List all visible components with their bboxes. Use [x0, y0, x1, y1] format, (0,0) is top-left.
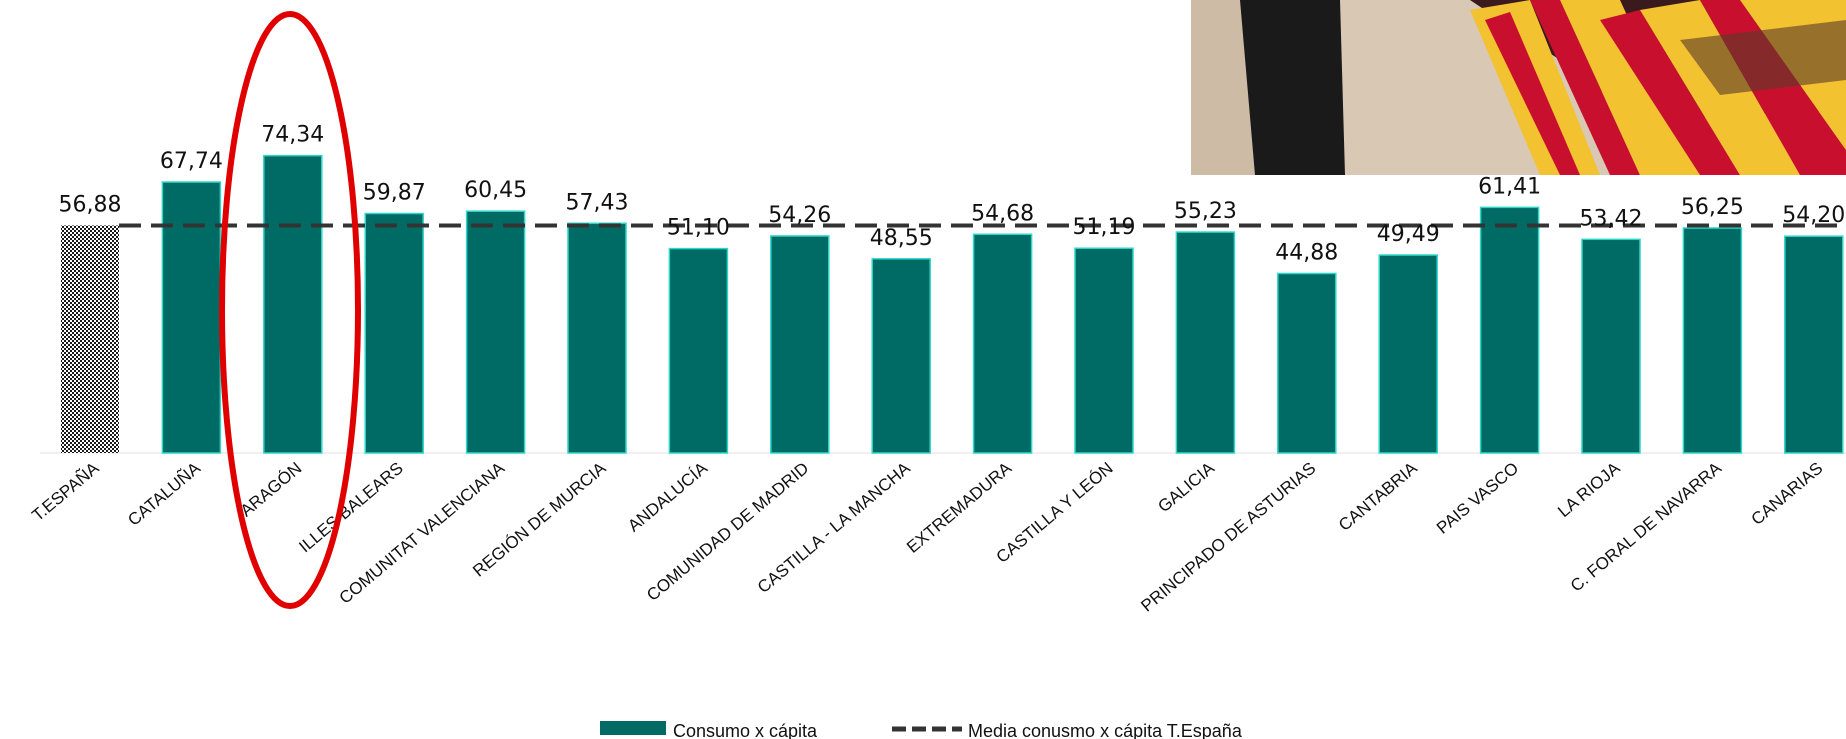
value-label-13: 49,49	[1377, 222, 1440, 247]
category-label-13: CANTABRIA	[1335, 458, 1421, 535]
value-labels-group: 56,88 67,74 74,34 59,87 60,45 57,43 51,10 54,26…	[59, 123, 1846, 266]
bar-4	[465, 210, 526, 454]
category-label-17: CANARIAS	[1748, 459, 1827, 529]
bars-group	[61, 154, 1844, 454]
bar-15	[1581, 238, 1641, 454]
bar-3	[364, 212, 424, 454]
legend-bar-label: Consumo x cápita	[673, 721, 818, 739]
value-label-15: 53,42	[1580, 206, 1643, 231]
value-label-2: 74,34	[261, 123, 324, 148]
bar-12	[1277, 272, 1337, 454]
category-label-1: CATALUÑA	[124, 458, 204, 530]
value-label-10: 51,19	[1073, 215, 1136, 240]
bar-16	[1682, 227, 1743, 454]
bar-0	[61, 225, 119, 453]
bar-11	[1175, 231, 1236, 454]
value-label-0: 56,88	[59, 192, 122, 217]
category-label-6: ANDALUCÍA	[624, 458, 711, 536]
category-label-12: PRINCIPADO DE ASTURIAS	[1137, 459, 1319, 616]
value-label-3: 59,87	[363, 181, 426, 206]
category-label-2: ARAGÓN	[237, 459, 306, 521]
value-label-14: 61,41	[1478, 174, 1541, 199]
value-label-16: 56,25	[1681, 195, 1744, 220]
value-label-7: 54,26	[768, 203, 831, 228]
legend-line-label: Media conusmo x cápita T.España	[968, 721, 1243, 739]
value-label-5: 57,43	[566, 190, 629, 215]
category-label-11: GALICIA	[1154, 458, 1218, 516]
category-label-9: EXTREMADURA	[903, 458, 1016, 557]
highlight-ellipse	[219, 11, 361, 609]
value-label-4: 60,45	[464, 178, 527, 203]
value-label-11: 55,23	[1174, 199, 1237, 224]
value-label-17: 54,20	[1782, 203, 1845, 228]
category-label-3: ILLES BALEARS	[295, 459, 406, 557]
category-label-15: LA RIOJA	[1554, 458, 1624, 521]
bar-1	[161, 181, 222, 454]
category-label-4: COMUNITAT VALENCIANA	[336, 458, 509, 608]
category-label-0: T.ESPAÑA	[28, 458, 103, 525]
value-label-1: 67,74	[160, 149, 223, 174]
bar-8	[871, 258, 931, 454]
value-label-12: 44,88	[1275, 240, 1338, 265]
bar-7	[770, 235, 830, 454]
flag-photo	[1191, 0, 1846, 175]
bar-10	[1074, 247, 1134, 454]
bar-17	[1784, 235, 1844, 454]
value-label-9: 54,68	[971, 201, 1034, 226]
value-label-6: 51,10	[667, 216, 730, 241]
category-label-7: COMUNIDAD DE MADRID	[643, 459, 812, 605]
bar-13	[1378, 254, 1438, 454]
bar-2	[263, 154, 323, 454]
category-label-14: PAIS VASCO	[1433, 459, 1522, 538]
bar-5	[567, 222, 627, 454]
bar-14	[1479, 206, 1540, 454]
bar-6	[668, 247, 729, 454]
legend-bar-swatch	[600, 721, 666, 735]
bar-9	[972, 233, 1033, 454]
legend: Consumo x cápita Media conusmo x cápita …	[600, 721, 1243, 739]
value-label-8: 48,55	[870, 226, 933, 251]
